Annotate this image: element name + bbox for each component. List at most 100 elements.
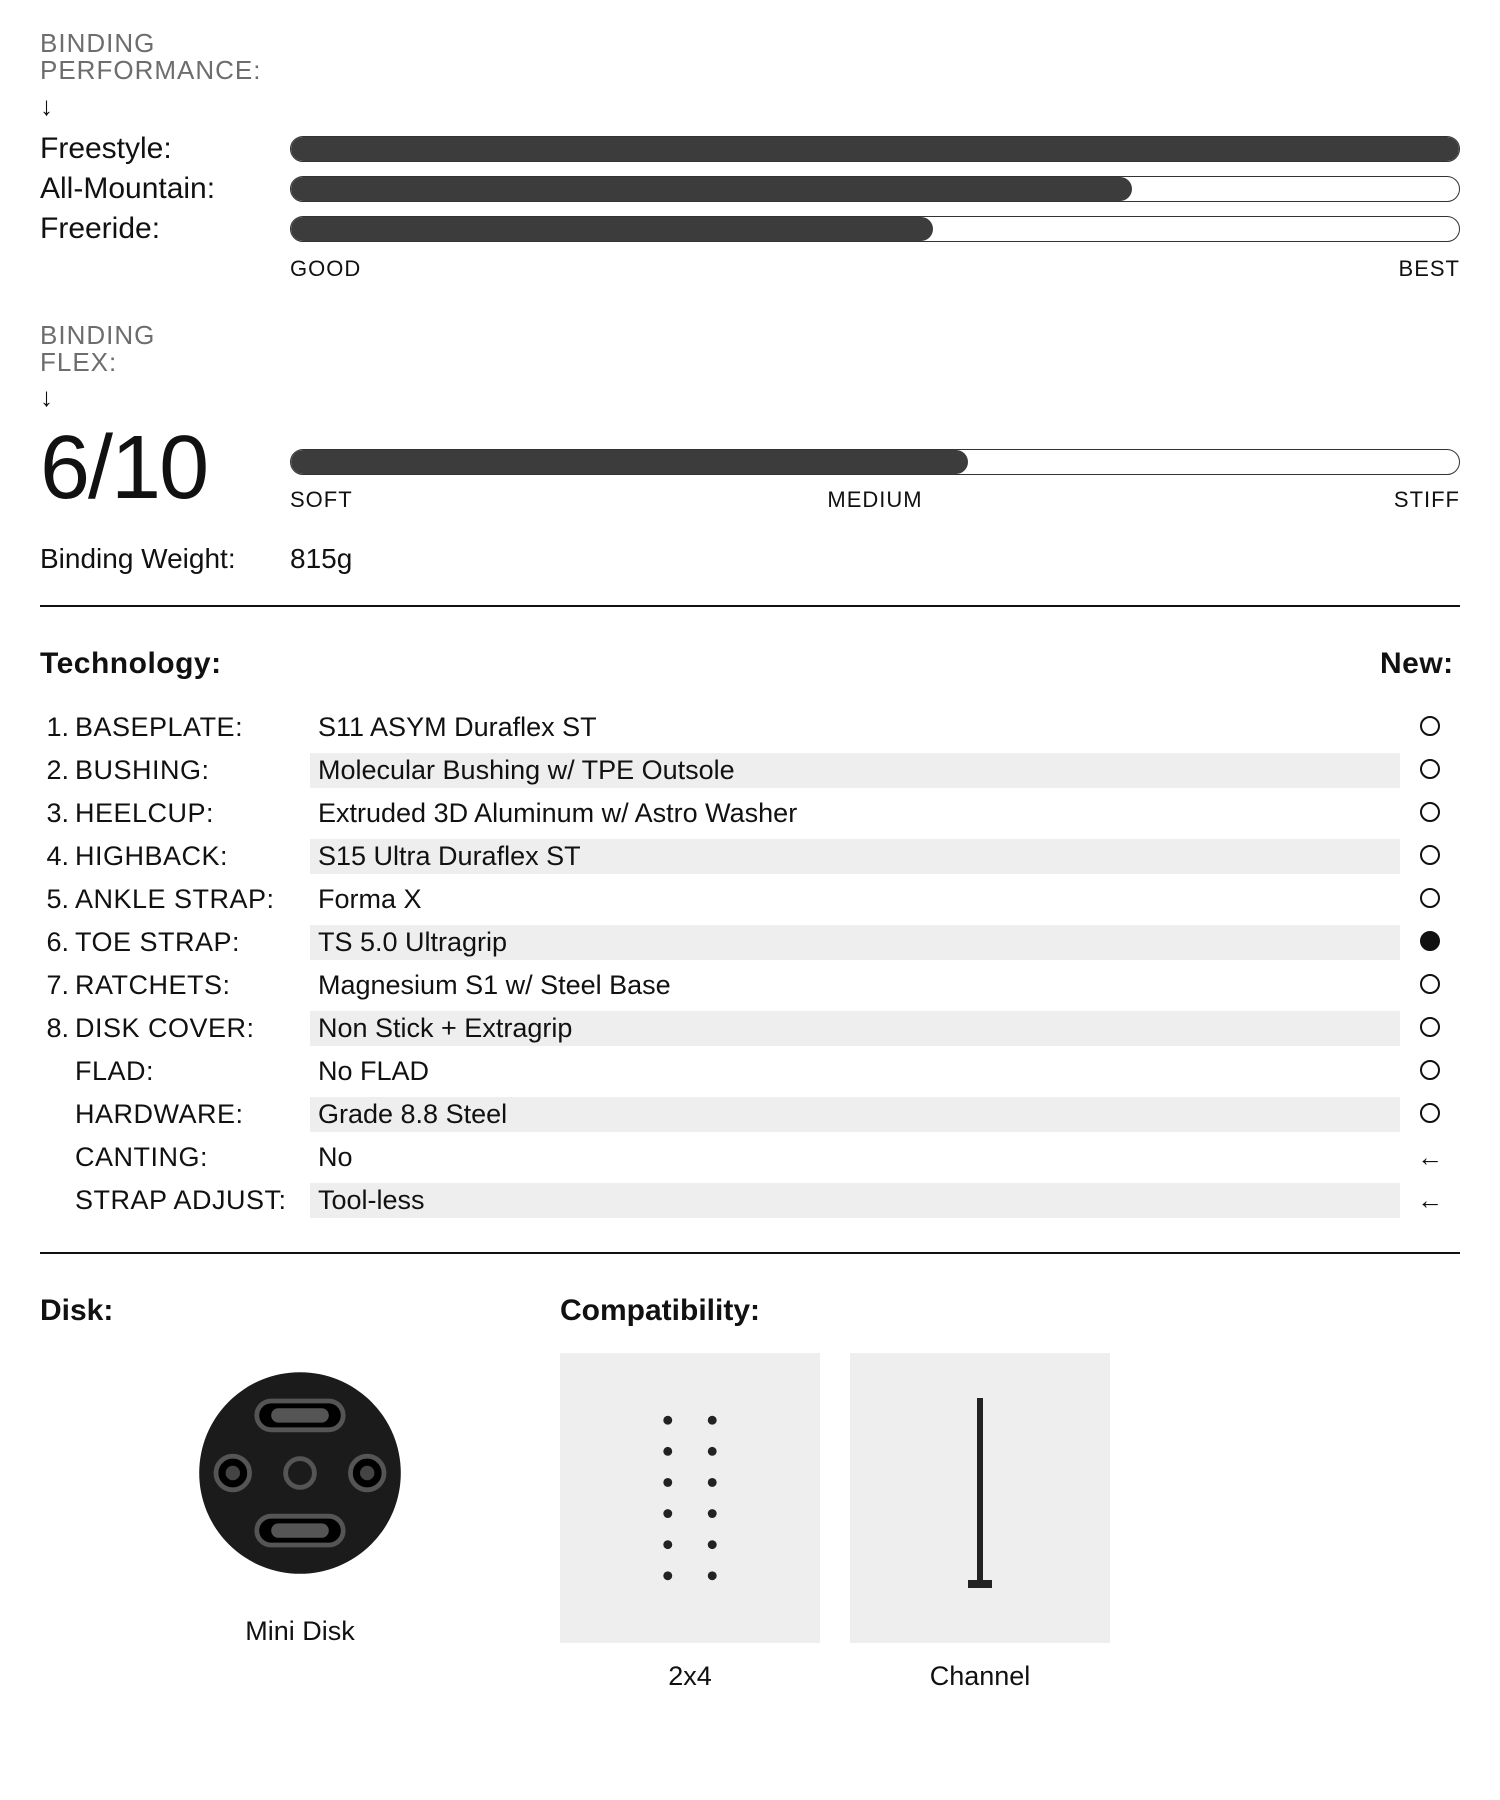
arrow-left-icon: ← — [1417, 1142, 1443, 1172]
bottom-row: Mini Disk 2x4 Channel — [40, 1353, 1460, 1692]
disk-column: Mini Disk — [40, 1353, 560, 1647]
tech-num: 1. — [40, 712, 75, 743]
circle-open-icon — [1420, 888, 1440, 908]
flex-label: BINDING FLEX: — [40, 322, 1460, 377]
technology-row: 8. DISK COVER: Non Stick + Extragrip — [40, 1007, 1460, 1050]
technology-row: 1. BASEPLATE: S11 ASYM Duraflex ST — [40, 706, 1460, 749]
circle-open-icon — [1420, 1060, 1440, 1080]
mini-disk-icon — [180, 1353, 420, 1593]
tech-value: Molecular Bushing w/ TPE Outsole — [310, 753, 1400, 788]
tech-label: CANTING: — [75, 1142, 310, 1173]
technology-row: 2. BUSHING: Molecular Bushing w/ TPE Out… — [40, 749, 1460, 792]
tech-value: Grade 8.8 Steel — [310, 1097, 1400, 1132]
tech-mark — [1400, 884, 1460, 915]
compatibility-tile — [560, 1353, 820, 1643]
tech-num: 8. — [40, 1013, 75, 1044]
tech-num: 2. — [40, 755, 75, 786]
tech-mark: ← — [1400, 1185, 1460, 1216]
tech-label: ANKLE STRAP: — [75, 884, 310, 915]
tech-mark — [1400, 1099, 1460, 1130]
technology-heading: Technology: — [40, 647, 222, 681]
tech-value: S11 ASYM Duraflex ST — [310, 710, 1400, 745]
performance-bar-fill — [291, 177, 1132, 201]
technology-row: 3. HEELCUP: Extruded 3D Aluminum w/ Astr… — [40, 792, 1460, 835]
tech-num: 4. — [40, 841, 75, 872]
performance-name: All-Mountain: — [40, 172, 290, 206]
tech-value: Non Stick + Extragrip — [310, 1011, 1400, 1046]
binding-weight: Binding Weight: 815g — [40, 543, 1460, 575]
performance-name: Freestyle: — [40, 132, 290, 166]
technology-row: 4. HIGHBACK: S15 Ultra Duraflex ST — [40, 835, 1460, 878]
technology-row: STRAP ADJUST: Tool-less ← — [40, 1179, 1460, 1222]
down-arrow-icon: ↓ — [40, 382, 1460, 413]
tech-mark — [1400, 712, 1460, 743]
compatibility-item: Channel — [850, 1353, 1110, 1692]
bottom-header: Disk: Compatibility: — [40, 1294, 1460, 1328]
tech-mark — [1400, 1013, 1460, 1044]
performance-name: Freeride: — [40, 212, 290, 246]
disk-label: Mini Disk — [40, 1616, 560, 1647]
tech-value: Extruded 3D Aluminum w/ Astro Washer — [310, 796, 1400, 831]
circle-open-icon — [1420, 802, 1440, 822]
new-heading: New: — [1380, 647, 1460, 681]
separator — [40, 605, 1460, 607]
tech-value: Forma X — [310, 882, 1400, 917]
performance-row: All-Mountain: — [40, 172, 1460, 206]
down-arrow-icon: ↓ — [40, 91, 1460, 122]
tech-label: DISK COVER: — [75, 1013, 310, 1044]
performance-bar-fill — [291, 217, 933, 241]
technology-row: 5. ANKLE STRAP: Forma X — [40, 878, 1460, 921]
tech-mark — [1400, 970, 1460, 1001]
performance-bar-track — [290, 216, 1460, 242]
tech-mark — [1400, 755, 1460, 786]
flex-bar-fill — [291, 450, 968, 474]
tech-value: No FLAD — [310, 1054, 1400, 1089]
tech-value: Magnesium S1 w/ Steel Base — [310, 968, 1400, 1003]
technology-row: 7. RATCHETS: Magnesium S1 w/ Steel Base — [40, 964, 1460, 1007]
technology-row: 6. TOE STRAP: TS 5.0 Ultragrip — [40, 921, 1460, 964]
compatibility-heading: Compatibility: — [560, 1294, 760, 1328]
technology-row: HARDWARE: Grade 8.8 Steel — [40, 1093, 1460, 1136]
compatibility-label: 2x4 — [560, 1661, 820, 1692]
tech-label: TOE STRAP: — [75, 927, 310, 958]
axis-best: BEST — [1399, 256, 1460, 282]
tech-value: Tool-less — [310, 1183, 1400, 1218]
tech-label: RATCHETS: — [75, 970, 310, 1001]
tech-mark — [1400, 841, 1460, 872]
tech-label: FLAD: — [75, 1056, 310, 1087]
tech-value: No — [310, 1140, 1400, 1175]
circle-open-icon — [1420, 845, 1440, 865]
performance-axis: GOOD BEST — [40, 256, 1460, 282]
circle-fill-icon — [1420, 931, 1440, 951]
tech-label: HEELCUP: — [75, 798, 310, 829]
tech-num: 5. — [40, 884, 75, 915]
compatibility-tile — [850, 1353, 1110, 1643]
tech-mark — [1400, 1056, 1460, 1087]
circle-open-icon — [1420, 1017, 1440, 1037]
tech-mark: ← — [1400, 1142, 1460, 1173]
tech-label: HIGHBACK: — [75, 841, 310, 872]
tech-label: STRAP ADJUST: — [75, 1185, 310, 1216]
tech-label: HARDWARE: — [75, 1099, 310, 1130]
tech-value: TS 5.0 Ultragrip — [310, 925, 1400, 960]
channel-icon — [960, 1388, 1000, 1608]
circle-open-icon — [1420, 759, 1440, 779]
circle-open-icon — [1420, 1103, 1440, 1123]
tech-mark — [1400, 798, 1460, 829]
tech-num: 3. — [40, 798, 75, 829]
circle-open-icon — [1420, 716, 1440, 736]
binding-performance-section: BINDING PERFORMANCE: ↓ Freestyle: All-Mo… — [40, 30, 1460, 282]
disk-heading: Disk: — [40, 1294, 560, 1328]
binding-flex-section: BINDING FLEX: ↓ 6/10 SOFT MEDIUM STIFF B… — [40, 322, 1460, 576]
tech-value: S15 Ultra Duraflex ST — [310, 839, 1400, 874]
technology-row: CANTING: No ← — [40, 1136, 1460, 1179]
dots-2x4-icon — [630, 1398, 750, 1598]
tech-label: BASEPLATE: — [75, 712, 310, 743]
flex-score: 6/10 — [40, 423, 290, 513]
axis-good: GOOD — [290, 256, 361, 282]
separator — [40, 1252, 1460, 1254]
tech-num: 6. — [40, 927, 75, 958]
performance-row: Freestyle: — [40, 132, 1460, 166]
circle-open-icon — [1420, 974, 1440, 994]
flex-bar-track — [290, 449, 1460, 475]
